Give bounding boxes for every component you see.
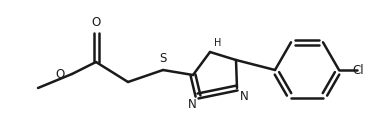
Text: S: S: [159, 52, 167, 64]
Text: Cl: Cl: [352, 64, 364, 76]
Text: O: O: [91, 16, 101, 28]
Text: H: H: [214, 38, 222, 48]
Text: N: N: [240, 90, 248, 104]
Text: O: O: [55, 68, 65, 80]
Text: N: N: [187, 97, 197, 111]
